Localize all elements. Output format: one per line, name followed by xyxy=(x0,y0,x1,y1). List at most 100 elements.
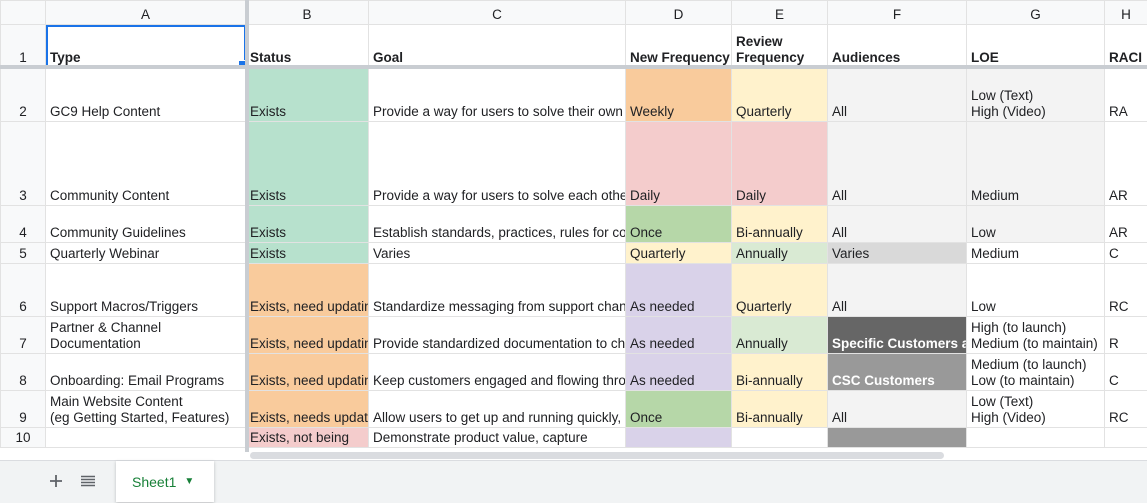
cell-new-frequency[interactable]: As needed xyxy=(626,264,732,317)
cell-loe[interactable] xyxy=(967,428,1105,448)
header-cell-new-frequency[interactable]: New Frequency xyxy=(626,25,732,68)
cell-loe[interactable]: Medium xyxy=(967,243,1105,264)
cell-goal[interactable]: Varies xyxy=(369,243,626,264)
cell-new-frequency[interactable] xyxy=(626,428,732,448)
cell-goal[interactable]: Provide standardized documentation to ch… xyxy=(369,317,626,354)
row-header[interactable]: 5 xyxy=(1,243,46,264)
row-header[interactable]: 10 xyxy=(1,428,46,448)
column-header-e[interactable]: E xyxy=(732,1,828,25)
cell-review-frequency[interactable] xyxy=(732,428,828,448)
cell-type[interactable]: Community Content xyxy=(46,122,246,206)
cell-review-frequency[interactable]: Bi-annually xyxy=(732,206,828,243)
cell-raci[interactable]: AR xyxy=(1105,206,1147,243)
column-header-h[interactable]: H xyxy=(1105,1,1147,25)
caret-down-icon[interactable]: ▼ xyxy=(184,476,194,487)
header-cell-review-frequency[interactable]: Review Frequency xyxy=(732,25,828,68)
add-sheet-button[interactable] xyxy=(44,469,68,493)
cell-new-frequency[interactable]: Once xyxy=(626,391,732,428)
cell-new-frequency[interactable]: Once xyxy=(626,206,732,243)
cell-raci[interactable]: RC xyxy=(1105,391,1147,428)
cell-goal[interactable]: Provide a way for users to solve each ot… xyxy=(369,122,626,206)
cell-status[interactable]: Exists xyxy=(246,206,369,243)
cell-review-frequency[interactable]: Bi-annually xyxy=(732,354,828,391)
column-header-c[interactable]: C xyxy=(369,1,626,25)
cell-type[interactable]: GC9 Help Content xyxy=(46,68,246,122)
cell-type[interactable]: Main Website Content (eg Getting Started… xyxy=(46,391,246,428)
cell-raci[interactable]: RA xyxy=(1105,68,1147,122)
header-cell-type[interactable]: Type xyxy=(46,25,246,68)
cell-type[interactable]: Quarterly Webinar xyxy=(46,243,246,264)
cell-loe[interactable]: Low (Text) High (Video) xyxy=(967,68,1105,122)
row-header[interactable]: 1 xyxy=(1,25,46,68)
select-all-corner[interactable] xyxy=(1,1,46,25)
horizontal-scrollbar[interactable] xyxy=(250,452,944,459)
cell-audiences[interactable]: All xyxy=(828,391,967,428)
cell-goal[interactable]: Allow users to get up and running quickl… xyxy=(369,391,626,428)
cell-status[interactable]: Exists, needs updating/review xyxy=(246,391,369,428)
cell-goal[interactable]: Keep customers engaged and flowing throu… xyxy=(369,354,626,391)
header-cell-audiences[interactable]: Audiences xyxy=(828,25,967,68)
cell-audiences[interactable]: CSC Customers xyxy=(828,354,967,391)
cell-raci[interactable]: AR xyxy=(1105,122,1147,206)
cell-new-frequency[interactable]: Weekly xyxy=(626,68,732,122)
row-header[interactable]: 6 xyxy=(1,264,46,317)
cell-review-frequency[interactable]: Annually xyxy=(732,317,828,354)
cell-status[interactable]: Exists xyxy=(246,122,369,206)
column-header-b[interactable]: B xyxy=(246,1,369,25)
cell-goal[interactable]: Standardize messaging from support chann… xyxy=(369,264,626,317)
row-header[interactable]: 9 xyxy=(1,391,46,428)
cell-audiences[interactable]: All xyxy=(828,122,967,206)
cell-audiences[interactable]: Specific Customers and Partners xyxy=(828,317,967,354)
cell-raci[interactable]: C xyxy=(1105,243,1147,264)
cell-review-frequency[interactable]: Annually xyxy=(732,243,828,264)
cell-new-frequency[interactable]: As needed xyxy=(626,317,732,354)
cell-raci[interactable]: RC xyxy=(1105,264,1147,317)
cell-goal[interactable]: Provide a way for users to solve their o… xyxy=(369,68,626,122)
cell-status[interactable]: Exists, not being xyxy=(246,428,369,448)
all-sheets-button[interactable] xyxy=(76,469,100,493)
cell-raci[interactable]: C xyxy=(1105,354,1147,391)
header-cell-loe[interactable]: LOE xyxy=(967,25,1105,68)
cell-new-frequency[interactable]: As needed xyxy=(626,354,732,391)
column-header-a[interactable]: A xyxy=(46,1,246,25)
cell-goal[interactable]: Establish standards, practices, rules fo… xyxy=(369,206,626,243)
cell-type[interactable] xyxy=(46,428,246,448)
cell-status[interactable]: Exists, need updating/review xyxy=(246,317,369,354)
cell-type[interactable]: Partner & Channel Documentation xyxy=(46,317,246,354)
row-header[interactable]: 2 xyxy=(1,68,46,122)
header-cell-status[interactable]: Status xyxy=(246,25,369,68)
cell-audiences[interactable]: All xyxy=(828,206,967,243)
column-header-f[interactable]: F xyxy=(828,1,967,25)
cell-type[interactable]: Onboarding: Email Programs xyxy=(46,354,246,391)
cell-status[interactable]: Exists xyxy=(246,243,369,264)
cell-raci[interactable] xyxy=(1105,428,1147,448)
cell-new-frequency[interactable]: Daily xyxy=(626,122,732,206)
row-header[interactable]: 7 xyxy=(1,317,46,354)
cell-loe[interactable]: High (to launch) Medium (to maintain) xyxy=(967,317,1105,354)
cell-raci[interactable]: R xyxy=(1105,317,1147,354)
cell-type[interactable]: Community Guidelines xyxy=(46,206,246,243)
cell-review-frequency[interactable]: Quarterly xyxy=(732,68,828,122)
row-header[interactable]: 4 xyxy=(1,206,46,243)
header-cell-raci[interactable]: RACI xyxy=(1105,25,1147,68)
cell-loe[interactable]: Low xyxy=(967,264,1105,317)
cell-new-frequency[interactable]: Quarterly xyxy=(626,243,732,264)
frozen-row-divider[interactable] xyxy=(0,65,1147,69)
cell-loe[interactable]: Low (Text) High (Video) xyxy=(967,391,1105,428)
cell-status[interactable]: Exists, need updating/review xyxy=(246,354,369,391)
cell-review-frequency[interactable]: Quarterly xyxy=(732,264,828,317)
cell-status[interactable]: Exists xyxy=(246,68,369,122)
cell-status[interactable]: Exists, need updating/review xyxy=(246,264,369,317)
row-header[interactable]: 8 xyxy=(1,354,46,391)
column-header-d[interactable]: D xyxy=(626,1,732,25)
cell-audiences[interactable]: All xyxy=(828,264,967,317)
cell-audiences[interactable]: Varies xyxy=(828,243,967,264)
cell-type[interactable]: Support Macros/Triggers xyxy=(46,264,246,317)
header-cell-goal[interactable]: Goal xyxy=(369,25,626,68)
cell-loe[interactable]: Medium (to launch) Low (to maintain) xyxy=(967,354,1105,391)
cell-audiences[interactable] xyxy=(828,428,967,448)
cell-audiences[interactable]: All xyxy=(828,68,967,122)
sheet-tab-sheet1[interactable]: Sheet1 ▼ xyxy=(116,461,214,502)
cell-review-frequency[interactable]: Bi-annually xyxy=(732,391,828,428)
row-header[interactable]: 3 xyxy=(1,122,46,206)
